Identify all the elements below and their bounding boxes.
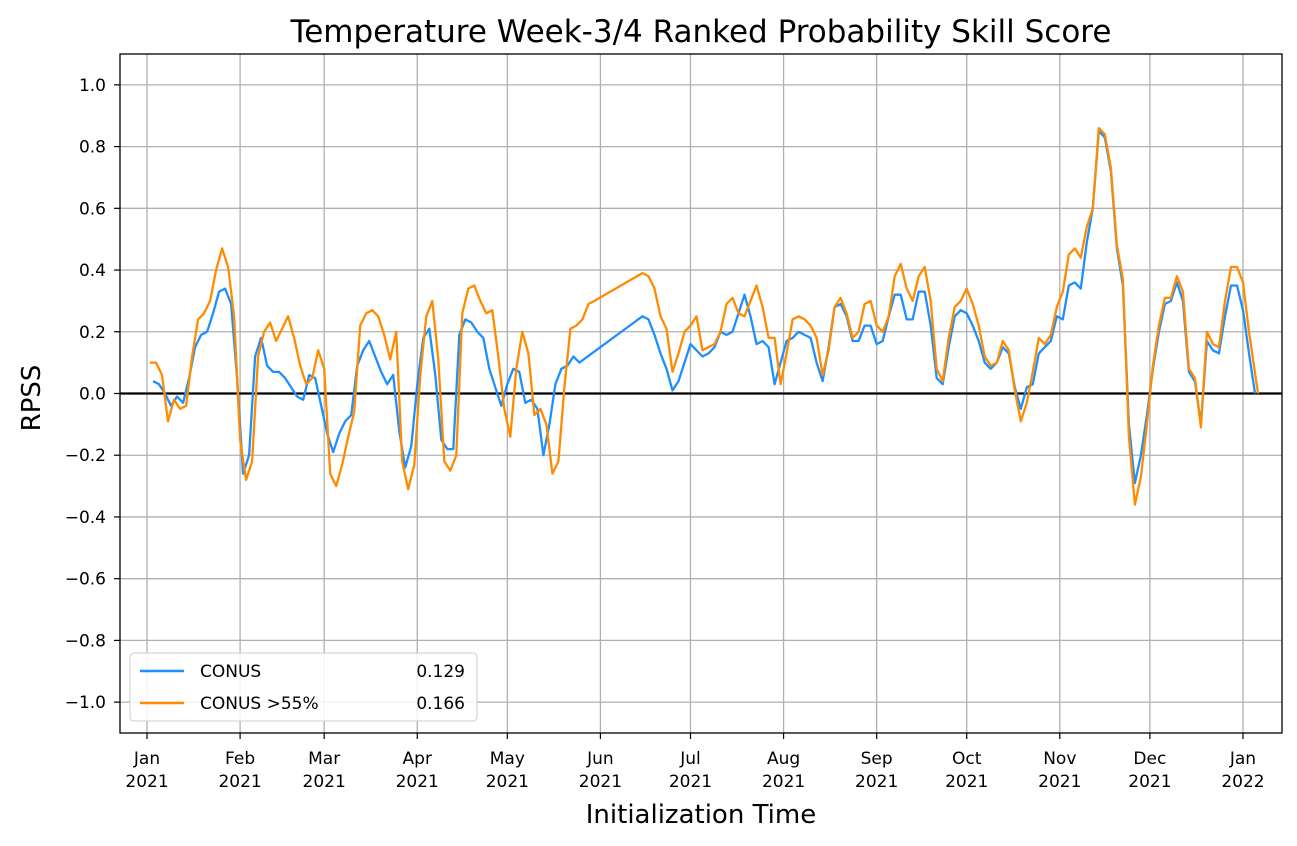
x-tick-label-year: 2021 xyxy=(1038,772,1081,792)
x-tick-label-year: 2022 xyxy=(1221,772,1264,792)
legend-label-conus: CONUS xyxy=(200,662,261,682)
y-tick-label: 0.2 xyxy=(79,323,106,343)
y-axis-label: RPSS xyxy=(17,365,47,432)
x-tick-label-year: 2021 xyxy=(669,772,712,792)
legend-box xyxy=(129,652,478,722)
x-tick-label-month: Dec xyxy=(1133,749,1166,769)
x-axis-label: Initialization Time xyxy=(586,800,816,830)
x-tick-label-year: 2021 xyxy=(396,772,439,792)
y-tick-label: 0.6 xyxy=(79,199,106,219)
y-tick-label: 0.0 xyxy=(79,385,106,405)
y-tick-label: −0.6 xyxy=(65,570,106,590)
x-tick-label-month: Jun xyxy=(586,749,614,769)
x-axis-ticks: Jan 2021 Feb 2021 Mar 2021 Apr 2021 May 2021 Jun 20… xyxy=(125,733,1265,792)
x-tick-label-year: 2021 xyxy=(303,772,346,792)
series-line-conus-55 xyxy=(150,126,1260,506)
x-tick-label-year: 2021 xyxy=(486,772,529,792)
y-tick-label: −1.0 xyxy=(65,693,106,713)
y-tick-label: 0.4 xyxy=(79,261,106,281)
x-tick-label-month: Sep xyxy=(861,749,893,769)
legend: CONUS 0.129 CONUS >55% 0.166 xyxy=(129,652,478,722)
y-tick-label: −0.4 xyxy=(65,508,106,528)
y-tick-label: 1.0 xyxy=(79,76,106,96)
y-tick-label: −0.8 xyxy=(65,631,106,651)
chart-title: Temperature Week-3/4 Ranked Probability … xyxy=(290,14,1112,50)
y-tick-label: 0.8 xyxy=(79,138,106,158)
x-tick-label-month: Jul xyxy=(679,749,701,769)
x-tick-label-month: Jan xyxy=(133,749,160,769)
series-lines xyxy=(150,126,1260,506)
x-tick-label-month: May xyxy=(490,749,525,769)
x-tick-label-year: 2021 xyxy=(1128,772,1171,792)
x-tick-label-month: Nov xyxy=(1043,749,1076,769)
x-tick-label-month: Mar xyxy=(308,749,340,769)
x-tick-label-month: Jan xyxy=(1229,749,1256,769)
x-tick-label-year: 2021 xyxy=(218,772,261,792)
legend-value-conus: 0.129 xyxy=(416,662,465,682)
legend-value-conus-55: 0.166 xyxy=(416,694,465,714)
x-tick-label-month: Feb xyxy=(225,749,255,769)
x-tick-label-year: 2021 xyxy=(125,772,168,792)
x-tick-label-year: 2021 xyxy=(579,772,622,792)
y-tick-label: −0.2 xyxy=(65,446,106,466)
x-tick-label-month: Aug xyxy=(767,749,800,769)
x-tick-label-month: Apr xyxy=(403,749,432,769)
series-line-conus xyxy=(152,130,1257,485)
x-tick-label-year: 2021 xyxy=(945,772,988,792)
legend-label-conus-55: CONUS >55% xyxy=(200,694,319,714)
x-tick-label-year: 2021 xyxy=(762,772,805,792)
x-tick-label-month: Oct xyxy=(952,749,982,769)
x-tick-label-year: 2021 xyxy=(855,772,898,792)
y-axis-ticks: −1.0 −0.8 −0.6 −0.4 −0.2 0.0 0.2 0.4 0.6 0.8 1.0 xyxy=(65,76,120,713)
